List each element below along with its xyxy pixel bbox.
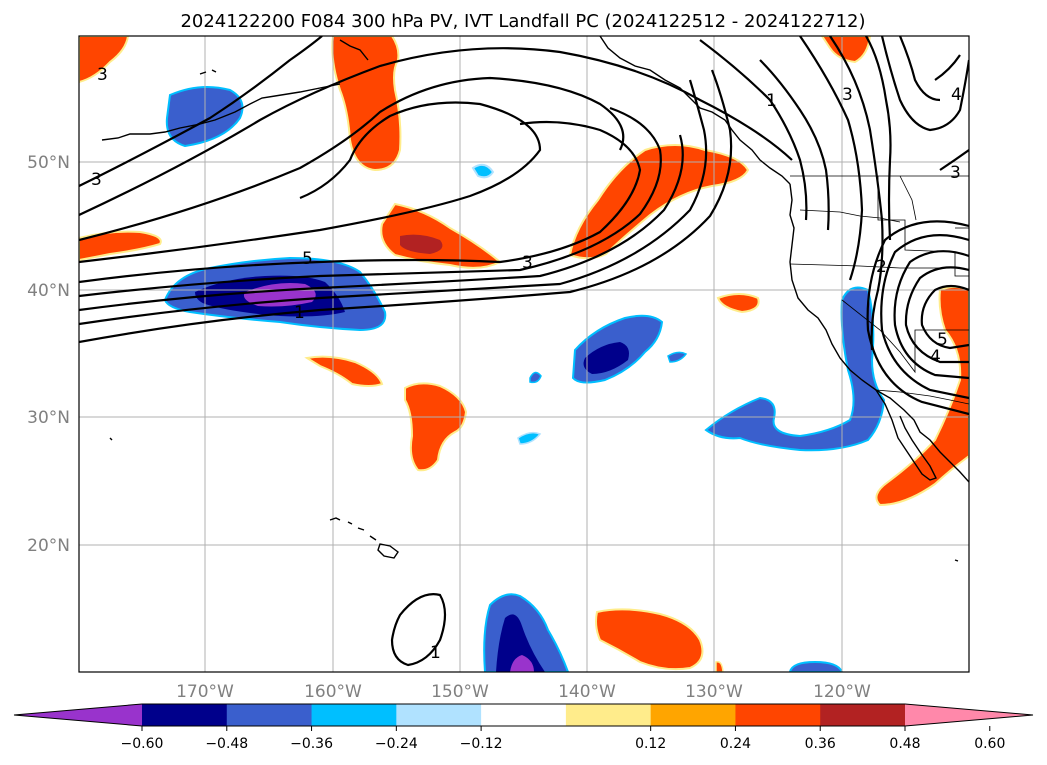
pos-anomaly-central-core (400, 234, 443, 254)
contour-3-east (799, 36, 864, 281)
neg-anomaly-california (704, 286, 886, 452)
colorbar-segment (735, 704, 821, 726)
colorbar-tick-label: −0.36 (290, 736, 333, 752)
contour-label: 4 (930, 347, 941, 367)
pos-anomaly-small3 (715, 660, 724, 672)
contour-5-low (893, 250, 969, 380)
lat-label: 20°N (27, 536, 70, 556)
map-frame (78, 35, 970, 673)
political-borders (789, 175, 969, 405)
map-title: 2024122200 F084 300 hPa PV, IVT Landfall… (180, 11, 865, 32)
colorbar-extend-max (905, 704, 1033, 726)
contour-label-group: 3 3 1 3 4 3 5 3 1 2 5 4 1 (91, 65, 962, 663)
contour-label: 1 (294, 303, 305, 323)
pos-anomaly-small2 (716, 293, 760, 314)
pos-anomaly-central (380, 202, 502, 269)
contour-3-north (79, 36, 323, 187)
colorbar-tick-label: −0.48 (205, 736, 248, 752)
colorbar-tick-label: 0.12 (635, 736, 666, 752)
pos-anomaly-nw (79, 36, 130, 84)
colorbar-tick-label: −0.60 (121, 736, 164, 752)
pos-anomaly-south (595, 608, 704, 671)
lon-label: 120°W (813, 682, 871, 702)
neg-anomaly-small2 (529, 371, 542, 384)
lat-label: 50°N (27, 153, 70, 173)
colorbar-tick-label: 0.48 (889, 736, 920, 752)
latitude-labels: 50°N 40°N 30°N 20°N (27, 153, 70, 556)
contour-label: 5 (302, 249, 313, 269)
colorbar-segment (481, 704, 567, 726)
contour-lines (79, 36, 969, 667)
lon-label: 130°W (685, 682, 743, 702)
pos-anomaly-gulf (331, 36, 402, 172)
lon-label: 150°W (431, 682, 489, 702)
neg-anomaly-small1 (471, 163, 495, 179)
contour-label: 3 (842, 85, 853, 105)
contour-label: 2 (876, 257, 887, 277)
colorbar-segment (650, 704, 736, 726)
contour-label: 3 (91, 170, 102, 190)
lon-label: 170°W (176, 682, 234, 702)
pos-anomaly-mexico (875, 286, 969, 507)
gridlines (79, 36, 969, 672)
longitude-labels: 170°W 160°W 150°W 140°W 130°W 120°W (176, 682, 871, 702)
contour-label: 1 (766, 91, 777, 111)
neg-anomaly-subtropic-core (583, 342, 629, 374)
contour-label: 3 (950, 163, 961, 183)
colorbar-segment (311, 704, 397, 726)
contour-3-mid (79, 120, 642, 284)
colorbar: −0.60 −0.48 −0.36 −0.24 −0.12 0.12 0.24 0.36 0.4… (13, 703, 1034, 752)
contour-1-alaska (79, 47, 793, 216)
neg-anomaly-small3 (517, 431, 542, 445)
pos-anomaly-west (79, 230, 162, 262)
contour-label: 3 (97, 65, 108, 85)
colorbar-segment (226, 704, 313, 726)
neg-anomaly-south-max (510, 655, 534, 672)
map-plot-area: 3 3 1 3 4 3 5 3 1 2 5 4 1 (79, 36, 969, 672)
contour-4-low (880, 234, 969, 400)
colorbar-extend-min (14, 704, 142, 726)
lat-label: 40°N (27, 281, 70, 301)
coastlines (101, 36, 969, 562)
contour-label: 1 (430, 643, 441, 663)
colorbar-tick-label: −0.12 (460, 736, 503, 752)
colorbar-segment (565, 704, 652, 726)
colorbar-segment (820, 704, 906, 726)
colorbar-segment (396, 704, 482, 726)
lon-label: 160°W (304, 682, 362, 702)
neg-anomaly-south-core (496, 614, 545, 672)
contour-label: 4 (951, 85, 962, 105)
contour-label: 3 (522, 253, 533, 273)
pos-anomaly-hawaii (404, 382, 468, 472)
lat-label: 30°N (27, 408, 70, 428)
contour-4-ne (880, 36, 969, 132)
contour-5 (79, 79, 708, 326)
colorbar-tick-label: −0.24 (375, 736, 418, 752)
neg-anomaly-south2 (788, 660, 844, 672)
colorbar-tick-label: 0.24 (720, 736, 751, 752)
contour-1-coast (699, 39, 808, 221)
pos-anomaly-small1 (304, 355, 384, 387)
contour-label: 5 (937, 330, 948, 350)
contour-2 (829, 36, 884, 351)
contour-1-south (390, 593, 447, 667)
neg-anomaly-small4 (667, 351, 688, 363)
colorbar-tick-label: 0.36 (805, 736, 836, 752)
colorbar-tick-label: 0.60 (974, 736, 1005, 752)
lon-label: 140°W (558, 682, 616, 702)
colorbar-segment (142, 704, 228, 726)
